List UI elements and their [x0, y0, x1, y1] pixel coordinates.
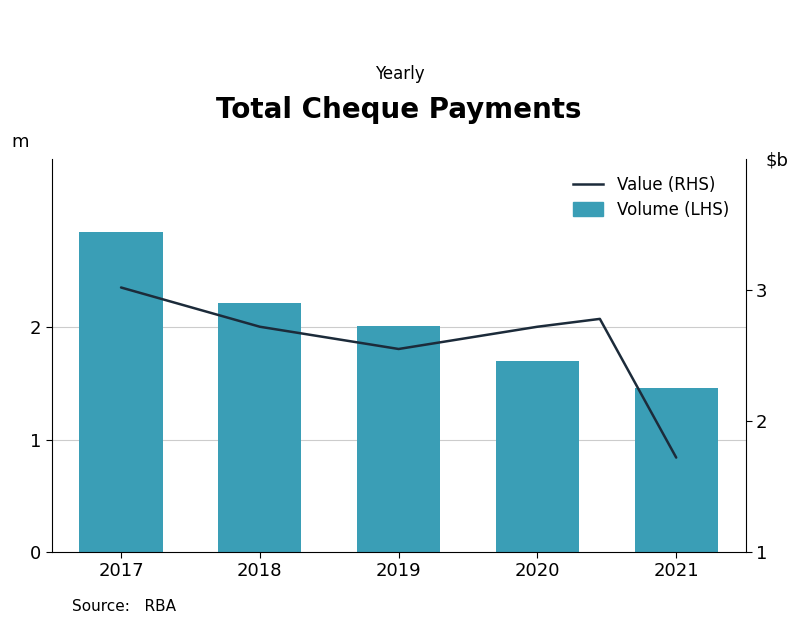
- Text: Source:   RBA: Source: RBA: [72, 599, 176, 614]
- Bar: [79, 232, 162, 552]
- Bar: [218, 303, 302, 552]
- Y-axis label: m: m: [12, 133, 29, 151]
- Bar: [357, 326, 440, 552]
- Bar: [496, 361, 579, 552]
- Y-axis label: $b: $b: [766, 151, 788, 169]
- Title: Total Cheque Payments: Total Cheque Payments: [216, 95, 582, 123]
- Bar: [634, 388, 718, 552]
- Text: Yearly: Yearly: [375, 65, 425, 83]
- Legend: Value (RHS), Volume (LHS): Value (RHS), Volume (LHS): [565, 167, 738, 227]
